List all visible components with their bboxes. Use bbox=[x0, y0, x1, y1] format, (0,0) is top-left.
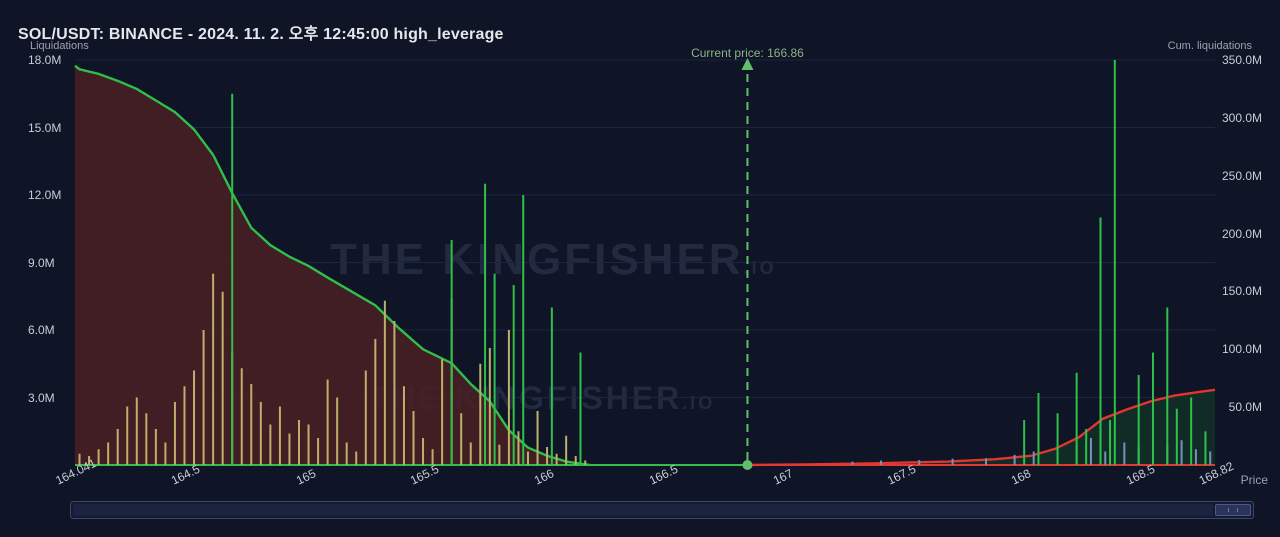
y-right-tick: 350.0M bbox=[1222, 53, 1262, 67]
y-right-tick: 250.0M bbox=[1222, 169, 1262, 183]
y-right-tick: 50.0M bbox=[1229, 400, 1262, 414]
y-right-tick: 300.0M bbox=[1222, 111, 1262, 125]
y-left-tick: 9.0M bbox=[28, 256, 55, 270]
y-right-tick: 150.0M bbox=[1222, 284, 1262, 298]
y-left-tick: 6.0M bbox=[28, 323, 55, 337]
scrollbar-handle[interactable] bbox=[1215, 504, 1251, 516]
y-left-tick: 12.0M bbox=[28, 188, 61, 202]
y-left-tick: 3.0M bbox=[28, 391, 55, 405]
x-scrollbar[interactable] bbox=[70, 501, 1254, 519]
scrollbar-track[interactable] bbox=[73, 504, 1213, 516]
y-left-tick: 15.0M bbox=[28, 121, 61, 135]
liquidation-chart bbox=[0, 0, 1280, 537]
y-left-tick: 18.0M bbox=[28, 53, 61, 67]
y-right-tick: 200.0M bbox=[1222, 227, 1262, 241]
y-right-tick: 100.0M bbox=[1222, 342, 1262, 356]
